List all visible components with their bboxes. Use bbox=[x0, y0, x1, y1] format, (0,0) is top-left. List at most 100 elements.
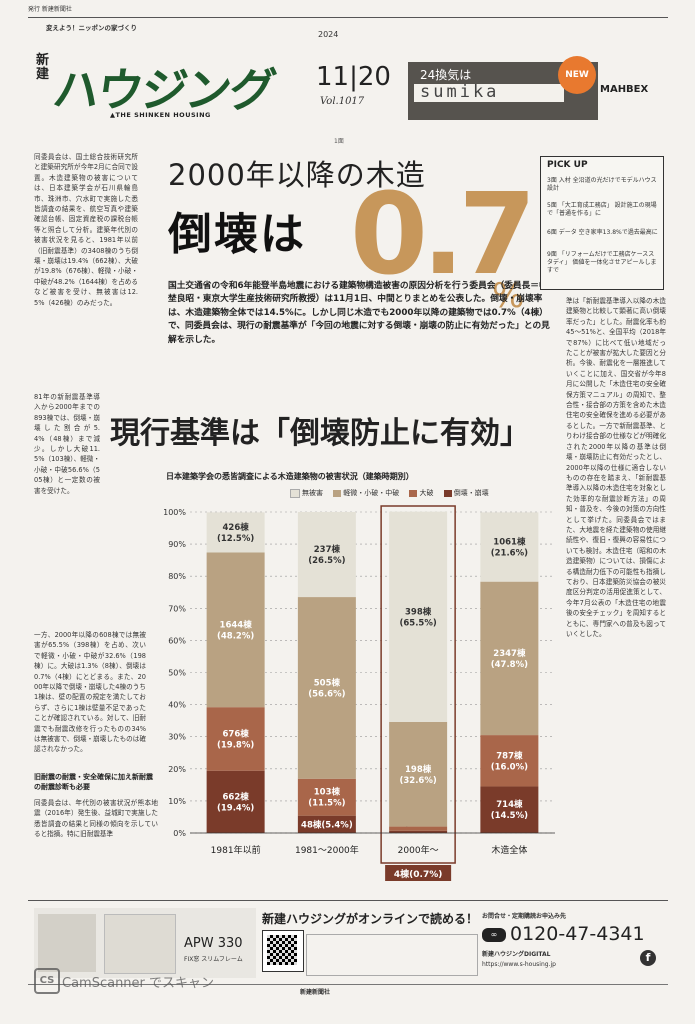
ad-model: APW 330 bbox=[184, 936, 243, 951]
brand-right: MAHBEX bbox=[600, 84, 649, 95]
y-tick-label: 10% bbox=[168, 797, 186, 806]
bar-segment bbox=[297, 597, 356, 779]
pickup-item[interactable]: 6面 データ 空き家率13.8%で過去最高に bbox=[547, 229, 658, 236]
left-subhead: 旧耐震の耐震・安全確保に加え新耐震の耐震診断も必要 bbox=[34, 773, 153, 791]
data-label: (11.5%) bbox=[308, 799, 345, 809]
data-label: (48.2%) bbox=[217, 631, 254, 641]
legend-swatch bbox=[409, 489, 418, 497]
top-ad-brand-plate bbox=[414, 84, 564, 102]
bar-segment bbox=[389, 511, 448, 722]
top-rule bbox=[28, 17, 668, 18]
data-label: (21.6%) bbox=[491, 548, 528, 558]
pickup-item[interactable]: 9面 「リフォームだけで工務店ケーススタディ」 価値を一体化させアピールしますで bbox=[547, 251, 657, 274]
pickup-item[interactable]: 5面 「大工育成工務店」 設計施工の現場で「普通を作る」に bbox=[547, 202, 657, 217]
data-label: 1061棟 bbox=[493, 536, 526, 547]
data-label: 787棟 bbox=[496, 750, 523, 761]
pickup-box: PICK UP 3面 入村 全沿道の光だけでモデルハウス設計 5面 「大工育成工… bbox=[540, 156, 664, 290]
data-label: (32.6%) bbox=[399, 776, 436, 786]
data-label: 103棟 bbox=[314, 787, 341, 798]
highlight-data-label: 4棟(0.7%) bbox=[394, 868, 442, 880]
data-label: (19.8%) bbox=[217, 740, 254, 750]
lead-paragraph: 国土交通省の令和6年能登半島地震における建築物構造被害の原因分析を行う委員会（委… bbox=[168, 281, 550, 345]
top-ad[interactable]: 24換気は sumika NEW bbox=[408, 56, 598, 120]
data-label: 676棟 bbox=[223, 728, 250, 739]
bottom-rule bbox=[28, 984, 668, 985]
data-label: (14.5%) bbox=[491, 811, 528, 821]
data-label: (19.4%) bbox=[217, 803, 254, 813]
data-label: (47.8%) bbox=[491, 660, 528, 670]
left-column-text-2: 81年の新耐震基準導入から2000年までの893棟では、倒壊・崩壊した割合が5.… bbox=[34, 393, 100, 495]
left-column-text-4: 同委員会は、年代別の被害状況が熊本地震（2016年）発生後、益城町で実施した悉皆… bbox=[34, 799, 158, 839]
y-tick-label: 20% bbox=[168, 765, 186, 774]
issue-year: 2024 bbox=[318, 30, 339, 39]
online-banner: 新建ハウジングがオンラインで読める！ bbox=[262, 912, 479, 926]
bar-segment bbox=[206, 707, 265, 771]
digital-url[interactable]: https://www.s-housing.jp bbox=[482, 961, 556, 968]
bar-segment bbox=[206, 552, 265, 708]
bar-segment bbox=[297, 512, 356, 598]
pickup-title: PICK UP bbox=[547, 160, 588, 170]
publisher-name: 新建新聞社 bbox=[300, 989, 331, 996]
data-label: (26.5%) bbox=[308, 556, 345, 566]
data-label: 198棟 bbox=[405, 764, 432, 775]
ad-sub: FIX窓 スリムフレーム bbox=[184, 956, 243, 963]
qr-code[interactable] bbox=[262, 930, 304, 972]
legend-swatch bbox=[290, 488, 300, 498]
data-label: 426棟 bbox=[223, 522, 250, 533]
bar-segment bbox=[297, 815, 356, 833]
tagline: 変えよう！ニッポンの家づくり bbox=[46, 24, 137, 32]
headline-percent: % bbox=[492, 276, 525, 316]
y-tick-label: 100% bbox=[163, 508, 186, 517]
masthead-sub: ▲THE SHINKEN HOUSING bbox=[110, 111, 211, 119]
masthead-top-line: 発行 新建新聞社 bbox=[28, 6, 72, 13]
legend-label: 大破 bbox=[419, 489, 434, 497]
data-label: (56.6%) bbox=[308, 689, 345, 699]
data-label: 1644棟 bbox=[220, 619, 253, 630]
legend-label: 無被害 bbox=[302, 489, 323, 497]
damage-chart: 0%10%20%30%40%50%60%70%80%90%100%662棟(19… bbox=[163, 505, 555, 881]
top-ad-brand: sumika bbox=[420, 82, 500, 102]
issue-date: 11|20 bbox=[316, 62, 391, 92]
category-label: 1981年以前 bbox=[211, 844, 261, 856]
category-label: 木造全体 bbox=[491, 844, 527, 856]
data-label: 48棟(5.4%) bbox=[301, 819, 353, 830]
masthead-small: 新建 bbox=[36, 53, 50, 82]
bar-segment bbox=[389, 826, 448, 831]
new-badge: NEW bbox=[558, 56, 596, 94]
data-label: (16.0%) bbox=[491, 762, 528, 772]
digital-site-name: 新建ハウジングDIGITAL bbox=[482, 951, 551, 958]
data-label: 662棟 bbox=[223, 791, 250, 802]
bar-segment bbox=[206, 512, 265, 553]
footer-window-ad[interactable]: APW 330 FIX窓 スリムフレーム bbox=[34, 908, 256, 978]
chart-legend: 無被害 軽微・小破・中破 大破 倒壊・崩壊 bbox=[282, 488, 489, 498]
bar-segment bbox=[480, 512, 539, 582]
y-tick-label: 0% bbox=[173, 829, 186, 838]
headline-secondary: 倒壊は bbox=[168, 209, 306, 260]
camscanner-watermark: CamScanner でスキャン bbox=[62, 976, 215, 991]
legend-label: 軽微・小破・中破 bbox=[343, 489, 400, 497]
left-column-text-3: 一方、2000年以降の608棟では無被害が65.5%（398棟）を占め、次いで軽… bbox=[34, 631, 146, 754]
legend-swatch bbox=[443, 489, 452, 497]
footer-rule bbox=[28, 900, 668, 901]
highlight-label-box bbox=[385, 865, 452, 881]
contact-phone[interactable]: 0120-47-4341 bbox=[510, 923, 645, 945]
top-ad-line1: 24換気は bbox=[420, 68, 472, 82]
sub-headline: 現行基準は「倒壊防止に有効」 bbox=[110, 416, 530, 451]
facebook-icon[interactable]: f bbox=[640, 950, 656, 966]
online-info-box bbox=[306, 934, 478, 976]
window-photo-2 bbox=[104, 914, 176, 974]
highlight-frame bbox=[380, 505, 456, 864]
bar-segment bbox=[297, 778, 356, 816]
window-photo bbox=[38, 914, 96, 972]
y-tick-label: 70% bbox=[168, 604, 186, 613]
data-label: 2347棟 bbox=[493, 648, 526, 659]
pickup-item[interactable]: 3面 入村 全沿道の光だけでモデルハウス設計 bbox=[547, 177, 657, 192]
data-label: 714棟 bbox=[496, 799, 523, 810]
y-tick-label: 50% bbox=[168, 669, 186, 678]
contact-label: お問合せ・定期購読お申込み先 bbox=[482, 913, 567, 920]
bar-segment bbox=[206, 770, 265, 833]
left-column-text-1: 同委員会は、国土総合技術研究所と建築研究所が今年2月に合同で設置。木造建築物の被… bbox=[34, 153, 138, 307]
bar-segment bbox=[389, 830, 448, 833]
data-label: 505棟 bbox=[314, 677, 341, 688]
data-label: 237棟 bbox=[314, 544, 341, 555]
